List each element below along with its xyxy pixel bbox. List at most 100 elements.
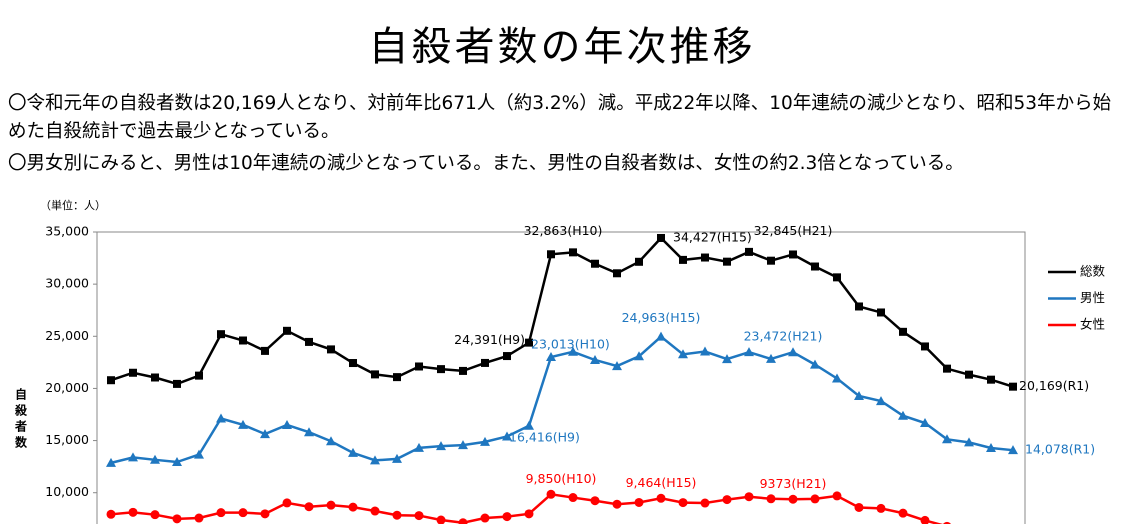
point [986,442,996,452]
point [370,455,380,465]
point [855,302,863,311]
point [348,447,358,457]
point [921,342,929,351]
data-label: 9,850(H10) [526,471,597,486]
point [172,514,182,524]
point [854,502,864,512]
point [656,331,666,341]
point [436,515,446,524]
point [591,259,599,268]
data-label: 32,863(H10) [524,223,603,238]
point [657,233,665,242]
point [634,497,644,507]
point [569,248,577,257]
y-tick-label: 25,000 [45,328,89,343]
point [458,518,468,524]
point [392,510,402,520]
unit-label: （単位：人） [40,198,106,212]
point [899,327,907,336]
point [942,434,952,444]
data-label: 23,472(H21) [744,329,823,344]
point [788,494,798,504]
point [811,262,819,271]
data-label: 23,013(H10) [531,337,610,352]
point [326,500,336,510]
point [832,491,842,501]
data-label: 9,464(H15) [626,475,697,490]
point [766,494,776,504]
point [833,273,841,282]
point [415,362,423,371]
point [106,509,116,519]
point [789,250,797,259]
point [238,419,248,429]
data-label: 14,078(R1) [1025,442,1095,457]
point [635,257,643,266]
point [723,257,731,266]
point [217,330,225,339]
note: 〇令和元年の自殺者数は20,169人となり、対前年比671人（約3.2%）減。平… [8,93,1112,142]
point [745,247,753,256]
point [195,371,203,380]
point [392,453,402,463]
y-axis-label: 自殺者数 [14,387,28,452]
point [458,440,468,450]
legend-label: 女性 [1080,317,1105,332]
point [304,502,314,512]
point [128,452,138,462]
note: 〇男女別にみると、男性は10年連続の減少となっている。また、男性の自殺者数は、女… [8,153,964,174]
point [612,361,622,371]
point [260,429,270,439]
point [678,349,688,359]
point [371,370,379,379]
data-label: 24,963(H15) [622,310,701,325]
point [546,352,556,362]
point [568,493,578,503]
point [370,506,380,516]
point [503,352,511,361]
y-tick-label: 35,000 [45,224,89,239]
point [216,413,226,423]
point [788,347,798,357]
point [943,521,951,524]
point [282,498,292,508]
point [436,441,446,451]
point [613,269,621,278]
point [150,510,160,520]
point [898,508,908,518]
point [700,498,710,508]
point [656,493,666,503]
point [701,253,709,262]
point [150,454,160,464]
point [810,494,820,504]
point [172,457,182,467]
point [194,449,204,459]
point [943,364,951,373]
point [766,353,776,363]
data-label: 20,169(R1) [1019,378,1089,393]
data-label: 9373(H21) [760,476,827,491]
point [744,347,754,357]
point [129,368,137,377]
point [700,346,710,356]
point [568,346,578,356]
point [349,359,357,368]
point [282,419,292,429]
point [876,503,886,513]
legend-label: 男性 [1080,290,1105,305]
y-tick-label: 30,000 [45,276,89,291]
point [964,437,974,447]
point [965,370,973,379]
data-label: 16,416(H9) [509,429,580,444]
point [722,495,732,505]
plot-area [106,233,1018,524]
point [348,502,358,512]
page-title: 自殺者数の年次推移 [368,24,756,70]
point [283,326,291,335]
point [216,508,226,518]
point [546,489,556,499]
point [590,354,600,364]
point [238,508,248,518]
